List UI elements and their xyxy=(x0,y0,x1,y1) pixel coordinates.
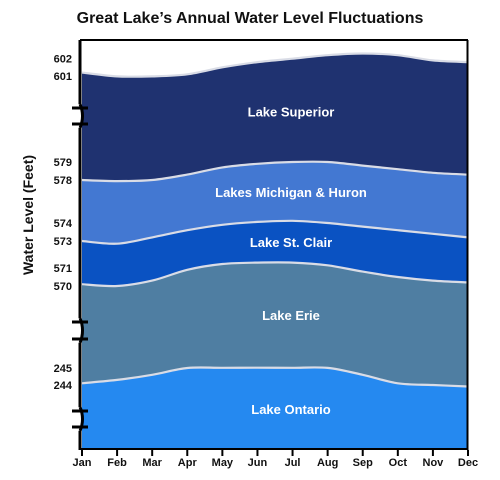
line-lakes-michigan-and-huron xyxy=(81,160,469,183)
y-tick-label: 244 xyxy=(54,380,73,392)
series-label-lake-superior: Lake Superior xyxy=(248,105,335,120)
x-tick-label: Jun xyxy=(248,457,268,469)
x-tick-label: Sep xyxy=(353,457,373,469)
series-label-lakes-michigan-and-huron: Lakes Michigan & Huron xyxy=(215,185,367,200)
y-tick-label: 573 xyxy=(54,236,72,248)
chart-title: Great Lake’s Annual Water Level Fluctuat… xyxy=(76,10,424,27)
y-tick-label: 571 xyxy=(54,263,72,275)
x-tick-label: Aug xyxy=(317,457,338,469)
area-lake-ontario xyxy=(82,367,468,450)
series-label-lake-erie: Lake Erie xyxy=(262,308,320,323)
x-tick-label: Feb xyxy=(107,457,127,469)
x-tick-label: Jul xyxy=(285,457,301,469)
line-lake-superior xyxy=(81,52,469,78)
line-lake-st-clair xyxy=(81,219,469,245)
y-tick-label: 574 xyxy=(54,218,73,230)
x-tick-label: Nov xyxy=(423,457,445,469)
x-tick-label: Dec xyxy=(458,457,478,469)
y-axis-break-curve xyxy=(78,103,84,129)
x-tick-label: Apr xyxy=(178,457,198,469)
line-lake-erie xyxy=(81,261,469,288)
y-axis-break-curve xyxy=(78,317,84,344)
x-tick-label: Mar xyxy=(142,457,162,469)
series-label-lake-ontario: Lake Ontario xyxy=(251,402,331,417)
y-axis-break-curve xyxy=(78,406,84,432)
y-tick-label: 578 xyxy=(54,175,72,187)
line-lake-ontario xyxy=(81,366,469,388)
x-tick-label: Oct xyxy=(389,457,408,469)
y-tick-label: 245 xyxy=(54,363,72,375)
y-tick-label: 579 xyxy=(54,157,72,169)
y-tick-label: 602 xyxy=(54,54,72,66)
x-tick-label: May xyxy=(212,457,234,469)
series-label-lake-st-clair: Lake St. Clair xyxy=(250,235,332,250)
x-tick-label: Jan xyxy=(73,457,92,469)
y-tick-label: 570 xyxy=(54,281,72,293)
y-tick-label: 601 xyxy=(54,71,72,83)
